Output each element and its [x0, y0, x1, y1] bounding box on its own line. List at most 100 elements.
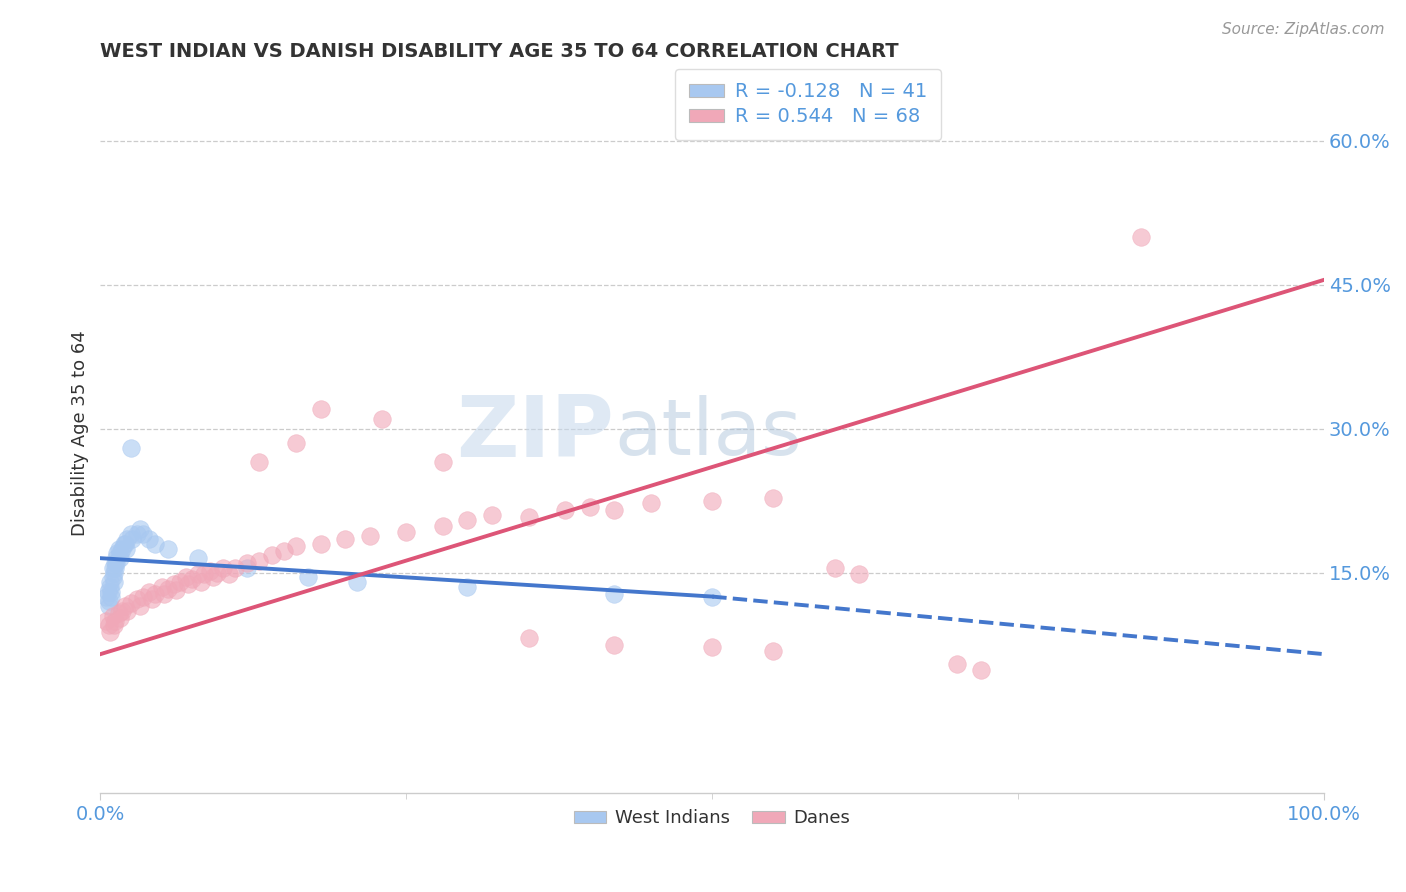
Point	[333, 532, 356, 546]
Point	[359, 529, 381, 543]
Point	[211, 561, 233, 575]
Point	[97, 594, 120, 608]
Point	[169, 575, 191, 590]
Point	[190, 575, 212, 590]
Point	[104, 614, 127, 628]
Point	[193, 567, 215, 582]
Point	[762, 491, 785, 505]
Point	[456, 580, 478, 594]
Point	[150, 580, 173, 594]
Point	[702, 640, 724, 655]
Point	[824, 561, 846, 575]
Point	[145, 537, 167, 551]
Point	[101, 561, 124, 575]
Point	[101, 608, 124, 623]
Point	[115, 541, 138, 556]
Point	[104, 556, 127, 570]
Point	[108, 546, 131, 560]
Point	[218, 567, 240, 582]
Point	[101, 570, 124, 584]
Point	[111, 541, 134, 556]
Point	[114, 537, 136, 551]
Point	[120, 596, 142, 610]
Point	[153, 587, 176, 601]
Point	[96, 614, 118, 628]
Point	[107, 606, 129, 620]
Point	[224, 561, 246, 575]
Point	[103, 566, 125, 580]
Point	[111, 604, 134, 618]
Point	[371, 412, 394, 426]
Point	[517, 509, 540, 524]
Point	[970, 664, 993, 678]
Point	[205, 566, 228, 580]
Point	[201, 570, 224, 584]
Point	[114, 599, 136, 614]
Point	[181, 572, 204, 586]
Point	[156, 582, 179, 596]
Point	[165, 582, 187, 597]
Point	[273, 544, 295, 558]
Point	[200, 564, 222, 578]
Point	[98, 580, 121, 594]
Point	[108, 610, 131, 624]
Point	[346, 575, 368, 590]
Point	[97, 599, 120, 614]
Point	[163, 577, 186, 591]
Point	[1129, 229, 1152, 244]
Point	[579, 500, 602, 515]
Text: ZIP: ZIP	[457, 392, 614, 475]
Point	[517, 631, 540, 645]
Point	[96, 590, 118, 604]
Point	[105, 556, 128, 570]
Point	[309, 402, 332, 417]
Point	[112, 537, 135, 551]
Point	[117, 604, 139, 618]
Point	[187, 567, 209, 582]
Point	[297, 570, 319, 584]
Point	[640, 496, 662, 510]
Point	[156, 541, 179, 556]
Point	[107, 541, 129, 556]
Point	[97, 584, 120, 599]
Point	[236, 561, 259, 575]
Point	[174, 570, 197, 584]
Point	[702, 493, 724, 508]
Point	[249, 455, 271, 469]
Point	[108, 551, 131, 566]
Point	[128, 522, 150, 536]
Legend: West Indians, Danes: West Indians, Danes	[567, 802, 858, 835]
Point	[456, 513, 478, 527]
Point	[603, 587, 626, 601]
Point	[481, 508, 503, 522]
Text: atlas: atlas	[614, 395, 801, 471]
Point	[138, 532, 160, 546]
Point	[98, 625, 121, 640]
Point	[432, 519, 454, 533]
Point	[285, 539, 308, 553]
Point	[236, 556, 259, 570]
Point	[132, 590, 155, 604]
Point	[103, 575, 125, 590]
Point	[120, 441, 142, 455]
Point	[554, 503, 576, 517]
Point	[97, 618, 120, 632]
Point	[432, 455, 454, 469]
Text: Source: ZipAtlas.com: Source: ZipAtlas.com	[1222, 22, 1385, 37]
Point	[98, 575, 121, 590]
Point	[121, 532, 143, 546]
Point	[132, 527, 155, 541]
Point	[103, 618, 125, 632]
Point	[125, 592, 148, 607]
Point	[702, 590, 724, 604]
Point	[848, 567, 870, 582]
Point	[125, 527, 148, 541]
Point	[603, 503, 626, 517]
Point	[260, 549, 283, 563]
Point	[104, 561, 127, 575]
Text: WEST INDIAN VS DANISH DISABILITY AGE 35 TO 64 CORRELATION CHART: WEST INDIAN VS DANISH DISABILITY AGE 35 …	[100, 42, 898, 61]
Point	[177, 577, 200, 591]
Point	[100, 590, 122, 604]
Point	[309, 537, 332, 551]
Point	[187, 551, 209, 566]
